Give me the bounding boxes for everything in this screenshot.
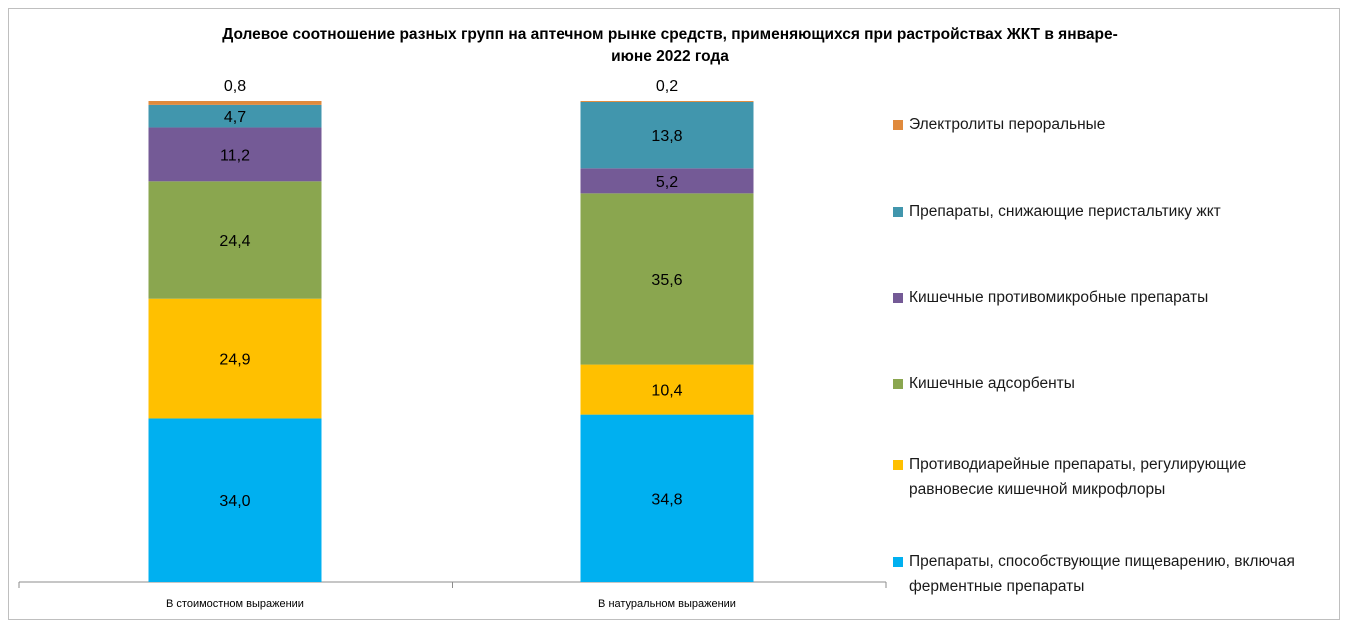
bar-segment (148, 104, 322, 128)
bar-segment (580, 168, 754, 194)
legend-swatch (893, 293, 903, 303)
data-label: 4,7 (224, 109, 246, 126)
legend-swatch (893, 379, 903, 389)
legend-swatch (893, 557, 903, 567)
data-label: 34,8 (651, 491, 682, 508)
legend-item: Противодиарейные препараты, регулирующие… (893, 452, 1333, 502)
bar-segment (148, 298, 322, 419)
bar-segment (148, 181, 322, 299)
data-label: 35,6 (651, 272, 682, 289)
bar-segment (580, 101, 754, 169)
data-label: 11,2 (220, 147, 250, 164)
bar-segment (580, 193, 754, 365)
legend-item: Кишечные адсорбенты (893, 371, 1333, 396)
data-label: 5,2 (656, 174, 678, 191)
data-label: 0,2 (656, 78, 678, 95)
legend-item: Препараты, снижающие перистальтику жкт (893, 199, 1333, 224)
legend-label: Электролиты пероральные (909, 116, 1106, 133)
legend-label: Кишечные противомикробные препараты (909, 289, 1209, 306)
bar-segment (148, 101, 322, 105)
legend-label: Препараты, снижающие перистальтику жкт (909, 203, 1221, 220)
bar-segment (580, 414, 754, 582)
legend-swatch (893, 120, 903, 130)
legend-label: Противодиарейные препараты, регулирующие… (909, 456, 1247, 498)
data-label: 24,4 (219, 233, 250, 250)
x-tick-label: В стоимостном выражении (166, 598, 304, 610)
bar-segment (148, 418, 322, 582)
data-label: 13,8 (651, 128, 682, 145)
bar-segment (580, 364, 754, 415)
data-label: 34,0 (219, 493, 250, 510)
legend-item: Электролиты пероральные (893, 112, 1333, 137)
legend-swatch (893, 460, 903, 470)
data-label: 24,9 (219, 352, 250, 369)
chart-title: Долевое соотношение разных групп на апте… (222, 26, 1118, 65)
legend-label: Кишечные адсорбенты (909, 375, 1075, 392)
legend-item: Препараты, способствующие пищеварению, в… (893, 549, 1333, 599)
x-tick-label: В натуральном выражении (598, 598, 736, 610)
legend-item: Кишечные противомикробные препараты (893, 285, 1333, 310)
data-label: 10,4 (651, 383, 682, 400)
legend-swatch (893, 207, 903, 217)
legend-label: Препараты, способствующие пищеварению, в… (909, 553, 1295, 595)
data-label: 0,8 (224, 78, 246, 95)
bar-segment (148, 127, 322, 182)
bar-segment (580, 101, 754, 102)
